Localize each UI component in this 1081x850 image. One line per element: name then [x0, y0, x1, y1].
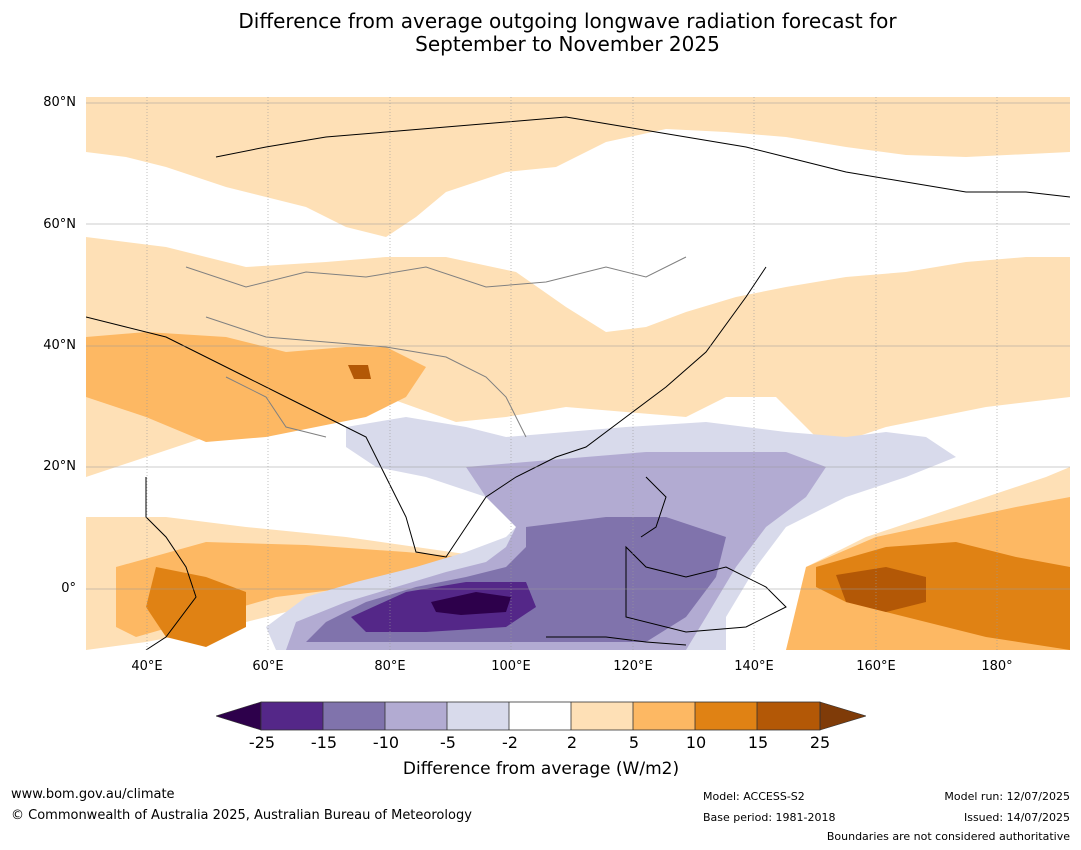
colorbar-tick-minus15: -15 — [310, 733, 338, 752]
colorbar-tick-2: 2 — [566, 733, 578, 752]
colorbar-swatch-4 — [447, 702, 509, 730]
colorbar-swatch-3 — [385, 702, 447, 730]
colorbar-swatch-8 — [695, 702, 757, 730]
lat-label-40n: 40°N — [43, 338, 76, 353]
colorbar-tick-minus2: -2 — [502, 733, 518, 752]
issued-text: Issued: 14/07/2025 — [963, 811, 1070, 824]
lat-label-0: 0° — [61, 581, 76, 596]
lon-label-120e: 120°E — [613, 659, 653, 674]
model-text: Model: ACCESS-S2 — [703, 790, 805, 803]
colorbar-tick-10: 10 — [685, 733, 707, 752]
colorbar-tick-minus25: -25 — [248, 733, 276, 752]
title-line-2: September to November 2025 — [415, 32, 720, 56]
lat-label-80n: 80°N — [43, 95, 76, 110]
copyright-text: © Commonwealth of Australia 2025, Austra… — [11, 808, 472, 823]
lon-label-60e: 60°E — [252, 659, 284, 674]
colorbar-svg — [214, 701, 868, 731]
lon-label-140e: 140°E — [734, 659, 774, 674]
lon-label-40e: 40°E — [131, 659, 163, 674]
colorbar-tick-15: 15 — [747, 733, 769, 752]
colorbar — [214, 700, 868, 732]
colorbar-swatch-9 — [757, 702, 820, 730]
lon-label-160e: 160°E — [856, 659, 896, 674]
disclaimer-text: Boundaries are not considered authoritat… — [826, 830, 1070, 843]
lon-label-180: 180° — [981, 659, 1013, 674]
colorbar-swatch-6 — [571, 702, 633, 730]
colorbar-tick-minus10: -10 — [372, 733, 400, 752]
lat-label-60n: 60°N — [43, 217, 76, 232]
colorbar-tick-5: 5 — [628, 733, 640, 752]
chart-title: Difference from average outgoing longwav… — [0, 10, 1081, 56]
colorbar-swatch-7 — [633, 702, 695, 730]
country-borders — [185, 256, 687, 438]
lon-label-80e: 80°E — [374, 659, 406, 674]
colorbar-tick-minus5: -5 — [440, 733, 456, 752]
lat-label-20n: 20°N — [43, 459, 76, 474]
map-svg — [85, 97, 1071, 651]
colorbar-extend-low — [214, 701, 262, 731]
colorbar-swatch-5 — [509, 702, 571, 730]
colorbar-tick-25: 25 — [809, 733, 831, 752]
graticule — [86, 97, 1070, 650]
anomaly-shading — [86, 97, 1070, 650]
land-outlines — [85, 116, 1071, 651]
title-line-1: Difference from average outgoing longwav… — [238, 9, 897, 33]
colorbar-swatch-1 — [261, 702, 323, 730]
anomaly-map — [85, 97, 1071, 651]
base-period-text: Base period: 1981-2018 — [703, 811, 836, 824]
lon-label-100e: 100°E — [491, 659, 531, 674]
colorbar-swatch-2 — [323, 702, 385, 730]
colorbar-extend-high — [819, 701, 868, 731]
colorbar-label: Difference from average (W/m2) — [402, 759, 680, 779]
model-run-text: Model run: 12/07/2025 — [944, 790, 1070, 803]
website-link[interactable]: www.bom.gov.au/climate — [11, 787, 175, 802]
